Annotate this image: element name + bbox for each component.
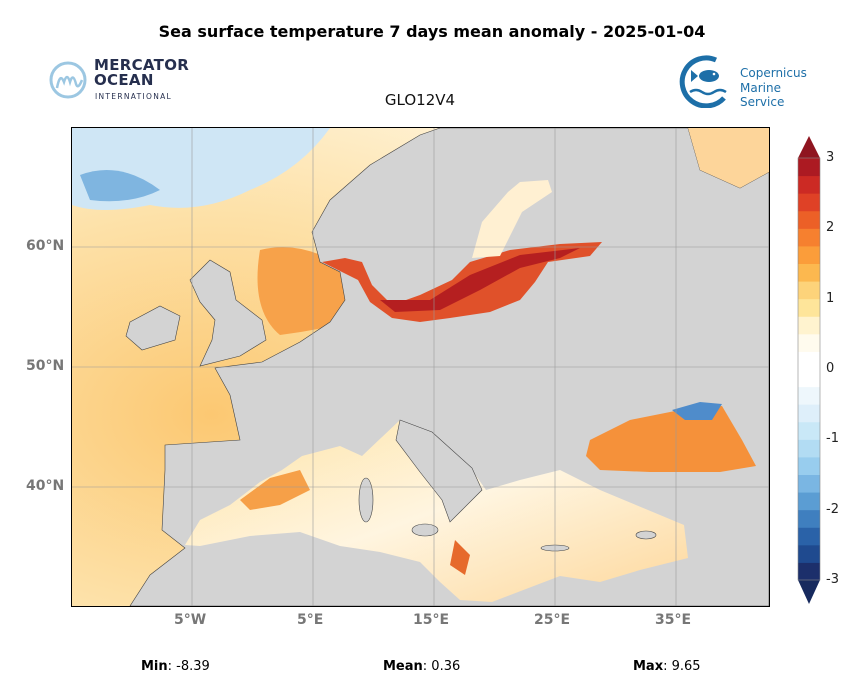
ireland	[125, 305, 181, 351]
lon-label-35e: 35°E	[655, 612, 692, 628]
colorbar-bin	[798, 245, 820, 264]
warm-anomaly-ionian	[450, 540, 470, 575]
black-sea	[586, 406, 756, 472]
colorbar-tick-label: 2	[826, 220, 835, 236]
colorbar-bin	[798, 386, 820, 405]
colorbar-bin	[798, 369, 820, 388]
stat-mean: Mean: 0.36	[383, 659, 460, 674]
colorbar-extend-max	[798, 136, 820, 158]
colorbar-bin	[798, 158, 820, 177]
colorbar-bin	[798, 492, 820, 511]
mercator-ocean-logo: MERCATOR OCEAN INTERNATIONAL	[48, 58, 198, 104]
colorbar-bin	[798, 228, 820, 247]
mean-value: : 0.36	[422, 659, 461, 674]
mean-label: Mean	[383, 659, 423, 674]
chart-title: Sea surface temperature 7 days mean anom…	[158, 22, 706, 41]
colorbar-tick-label: -2	[826, 501, 839, 517]
cyprus	[635, 530, 657, 540]
stat-min: Min: -8.39	[141, 659, 210, 674]
colorbar-bin	[798, 439, 820, 458]
baltic-hot-core	[380, 248, 580, 312]
lat-label-40n: 40°N	[26, 478, 65, 494]
colorbar-bin	[798, 404, 820, 423]
lat-label-50n: 50°N	[26, 358, 65, 374]
colorbar	[797, 136, 821, 604]
colorbar-bin	[798, 474, 820, 493]
max-label: Max	[633, 659, 664, 674]
cold-anomaly-core	[80, 170, 160, 202]
colorbar-bin	[798, 333, 820, 352]
warm-anomaly-balearic	[240, 470, 310, 510]
lon-label-15e: 15°E	[413, 612, 450, 628]
lon-label-5e: 5°E	[297, 612, 324, 628]
colorbar-tick-label: 3	[826, 150, 835, 165]
max-value: : 9.65	[663, 659, 701, 674]
colorbar-tick-label: 1	[826, 290, 835, 306]
stat-max: Max: 9.65	[633, 659, 701, 674]
colorbar-bin	[798, 527, 820, 546]
italy	[395, 419, 483, 523]
colorbar-bin	[798, 456, 820, 475]
colorbar-tick-label: -1	[826, 431, 839, 447]
colorbar-bin	[798, 175, 820, 194]
copernicus-marine-logo: Copernicus Marine Service	[676, 52, 826, 109]
graticule	[72, 128, 769, 606]
mediterranean-sea	[185, 420, 688, 602]
gulf-of-bothnia	[472, 180, 552, 258]
model-name: GLO12V4	[384, 91, 456, 109]
colorbar-tick-label: 0	[826, 361, 835, 376]
corsica-sardinia	[358, 477, 374, 523]
warm-anomaly-north-sea	[257, 247, 355, 335]
colorbar-bin	[798, 263, 820, 282]
fish-icon	[679, 55, 727, 108]
lat-label-60n: 60°N	[26, 238, 65, 254]
mercator-wave-icon	[49, 61, 87, 99]
min-label: Min	[141, 659, 168, 674]
colorbar-bin	[798, 562, 820, 581]
colorbar-bin	[798, 421, 820, 440]
colorbar-bin	[798, 316, 820, 335]
colorbar-bin	[798, 544, 820, 563]
colorbar-bin	[798, 281, 820, 300]
sicily	[411, 523, 439, 537]
colorbar-bin	[798, 298, 820, 317]
lon-label-25e: 25°E	[534, 612, 571, 628]
min-value: : -8.39	[167, 659, 210, 674]
colorbar-bin	[798, 210, 820, 229]
colorbar-extend-min	[798, 580, 820, 604]
colorbar-bin	[798, 509, 820, 528]
white-sea	[688, 128, 769, 188]
colorbar-tick-label: -3	[826, 572, 839, 587]
cold-anomaly-azov	[672, 402, 722, 420]
colorbar-bin	[798, 351, 820, 370]
great-britain	[189, 259, 267, 367]
colorbar-bin	[798, 193, 820, 212]
sst-anomaly-map	[71, 127, 770, 607]
lon-label-5w: 5°W	[174, 612, 207, 628]
